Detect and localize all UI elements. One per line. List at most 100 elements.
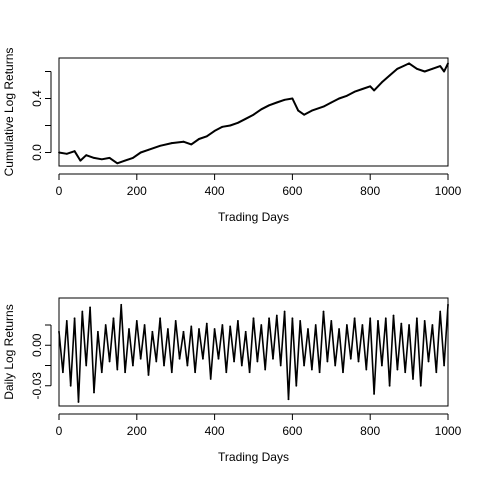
cumulative-data-point <box>85 154 88 157</box>
daily-data-point <box>322 310 325 313</box>
daily-x-tick-label: 600 <box>282 424 302 438</box>
cumulative-x-tick-label: 400 <box>205 184 225 198</box>
daily-data-point <box>100 371 103 374</box>
daily-data-point <box>147 374 150 376</box>
daily-data-point <box>369 317 372 320</box>
daily-y-tick-label: 0.00 <box>30 333 44 357</box>
cumulative-y-tick-label: 0.0 <box>30 144 44 161</box>
cumulative-data-point <box>237 121 239 124</box>
daily-data-point <box>330 320 333 322</box>
daily-data-point <box>167 328 169 330</box>
cumulative-data-point <box>415 67 418 70</box>
cumulative-data-point <box>79 159 82 162</box>
cumulative-y-axis-title: Cumulative Log Returns <box>2 48 16 177</box>
cumulative-data-point <box>260 108 263 111</box>
cumulative-y-tick-label: 0.4 <box>30 90 44 107</box>
cumulative-data-point <box>275 101 278 104</box>
daily-data-point <box>194 371 197 374</box>
cumulative-data-point <box>353 90 356 93</box>
cumulative-data-point <box>396 67 399 70</box>
cumulative-data-point <box>198 138 200 140</box>
daily-data-point <box>299 320 302 322</box>
daily-data-point <box>198 328 200 330</box>
daily-data-point <box>291 317 294 320</box>
daily-data-point <box>124 371 127 374</box>
cumulative-data-point <box>373 89 375 92</box>
cumulative-data-point <box>388 74 391 77</box>
cumulative-data-point <box>139 151 142 154</box>
cumulative-data-point <box>283 98 286 101</box>
daily-data-point <box>415 317 418 320</box>
cumulative-data-point <box>244 117 247 120</box>
daily-data-point <box>310 368 313 371</box>
daily-data-point <box>116 368 119 371</box>
daily-data-point <box>233 360 235 363</box>
cumulative-data-point <box>229 124 232 127</box>
daily-x-tick-label: 200 <box>127 424 147 438</box>
cumulative-data-point <box>423 70 426 73</box>
daily-returns-panel: 0 200 400 600 800 1000 -0.03 0.00 Trading Days Da… <box>2 297 462 464</box>
cumulative-data-point <box>190 143 193 146</box>
cumulative-data-point <box>408 62 410 65</box>
daily-series-line <box>58 303 449 403</box>
daily-data-point <box>412 378 414 380</box>
daily-data-point <box>170 371 173 374</box>
cumulative-data-point <box>58 151 60 154</box>
cumulative-x-tick-label: 0 <box>56 184 63 198</box>
cumulative-data-point <box>65 152 68 155</box>
daily-data-point <box>163 364 165 367</box>
daily-data-point <box>439 310 442 313</box>
cumulative-data-point <box>310 109 313 112</box>
cumulative-data-point <box>182 140 185 143</box>
daily-y-axis-title: Daily Log Returns <box>2 304 16 399</box>
daily-data-point <box>159 317 162 320</box>
daily-data-point <box>431 324 434 326</box>
cumulative-data-point <box>108 157 111 159</box>
daily-data-point <box>275 314 278 317</box>
cumulative-data-point <box>439 65 442 67</box>
daily-y-tick-label: -0.03 <box>30 372 44 400</box>
daily-data-point <box>237 320 239 322</box>
daily-data-point <box>65 320 68 322</box>
daily-data-point <box>128 328 130 330</box>
daily-data-point <box>264 368 267 371</box>
daily-data-point <box>248 371 251 374</box>
daily-data-point <box>404 371 407 374</box>
daily-data-point <box>256 360 259 363</box>
daily-data-point <box>326 360 329 363</box>
cumulative-data-point <box>380 81 383 84</box>
daily-data-point <box>73 317 76 320</box>
daily-data-point <box>260 324 263 326</box>
daily-data-point <box>229 325 232 328</box>
daily-data-point <box>380 364 383 367</box>
daily-data-point <box>314 324 317 326</box>
cumulative-data-point <box>447 62 449 65</box>
daily-data-point <box>61 371 64 374</box>
cumulative-data-point <box>132 157 134 159</box>
daily-data-point <box>182 330 185 333</box>
daily-data-point <box>93 391 95 394</box>
daily-data-point <box>244 330 247 333</box>
daily-data-point <box>349 357 352 360</box>
cumulative-returns-panel: 0 200 400 600 800 1000 0.0 0.4 Trading Days Cumul… <box>2 48 462 224</box>
cumulative-data-point <box>221 125 224 128</box>
daily-data-point <box>112 317 115 320</box>
daily-data-point <box>392 314 395 317</box>
cumulative-data-point <box>345 94 348 97</box>
cumulative-data-point <box>93 157 95 159</box>
daily-data-point <box>225 371 228 374</box>
daily-data-point <box>338 328 340 330</box>
daily-data-point <box>143 324 146 326</box>
daily-data-point <box>342 371 344 374</box>
daily-data-point <box>388 384 391 387</box>
daily-data-point <box>81 310 84 313</box>
daily-data-point <box>361 324 364 326</box>
cumulative-x-tick-label: 1000 <box>435 184 462 198</box>
daily-data-point <box>423 320 426 322</box>
cumulative-data-point <box>361 88 364 90</box>
daily-data-point <box>139 357 142 360</box>
daily-data-point <box>345 324 348 326</box>
daily-data-point <box>89 306 92 309</box>
cumulative-data-point <box>147 148 150 151</box>
